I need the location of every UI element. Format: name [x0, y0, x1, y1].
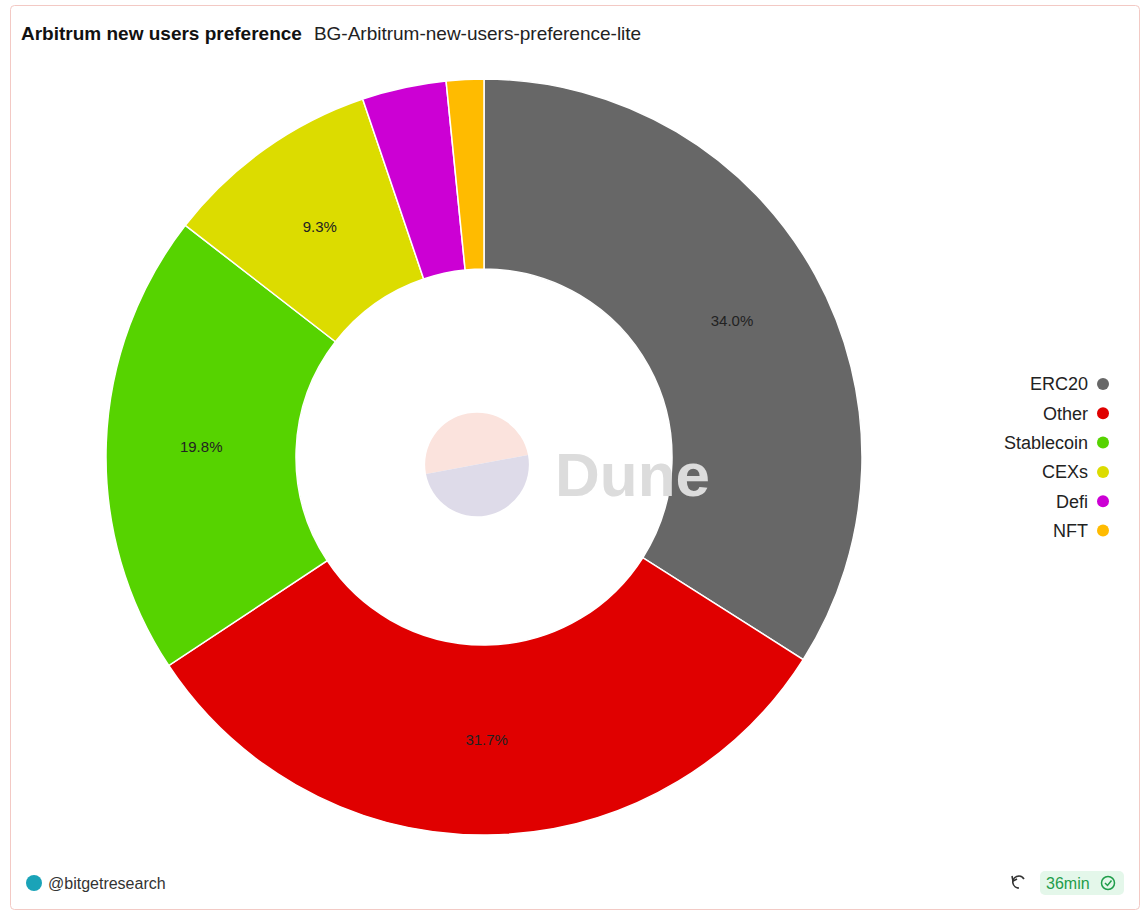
slice — [484, 79, 862, 660]
legend-swatch — [1097, 495, 1109, 507]
legend-label: CEXs — [1042, 462, 1088, 482]
data-label: 34.0% — [711, 312, 754, 329]
footer-author[interactable]: @bitgetresearch — [48, 875, 166, 892]
subtitle: BG-Arbitrum-new-users-preference-lite — [314, 23, 641, 44]
legend: ERC20 Other Stablecoin CEXs Defi NFT — [1004, 374, 1109, 541]
status-text: 36min — [1046, 875, 1090, 892]
legend-label: NFT — [1053, 521, 1088, 541]
legend-label: Stablecoin — [1004, 433, 1088, 453]
legend-swatch — [1097, 466, 1109, 478]
frame — [11, 6, 1140, 910]
donut: 34.0% 31.7% 19.8% 9.3% — [106, 79, 862, 835]
watermark: Dune — [425, 413, 710, 517]
legend-swatch — [1097, 378, 1109, 390]
watermark-text: Dune — [555, 440, 710, 509]
legend-swatch — [1097, 407, 1109, 419]
legend-label: ERC20 — [1030, 374, 1088, 394]
data-label: 19.8% — [180, 438, 223, 455]
legend-swatch — [1097, 437, 1109, 449]
refresh-icon[interactable] — [1013, 876, 1024, 888]
chart-root: Arbitrum new users preference BG-Arbitrum… — [0, 0, 1148, 920]
watermark-logo — [426, 455, 529, 516]
slice — [446, 79, 484, 270]
legend-label: Defi — [1056, 492, 1088, 512]
status-badge — [1040, 871, 1124, 895]
title: Arbitrum new users preference — [21, 23, 302, 44]
data-label: 31.7% — [465, 731, 508, 748]
data-label: 9.3% — [303, 218, 337, 235]
legend-label: Other — [1043, 404, 1088, 424]
legend-swatch — [1097, 525, 1109, 537]
status-icon — [1105, 881, 1112, 886]
status-icon — [1102, 877, 1115, 890]
refresh-icon[interactable] — [1012, 876, 1017, 881]
footer-icon — [26, 875, 42, 891]
